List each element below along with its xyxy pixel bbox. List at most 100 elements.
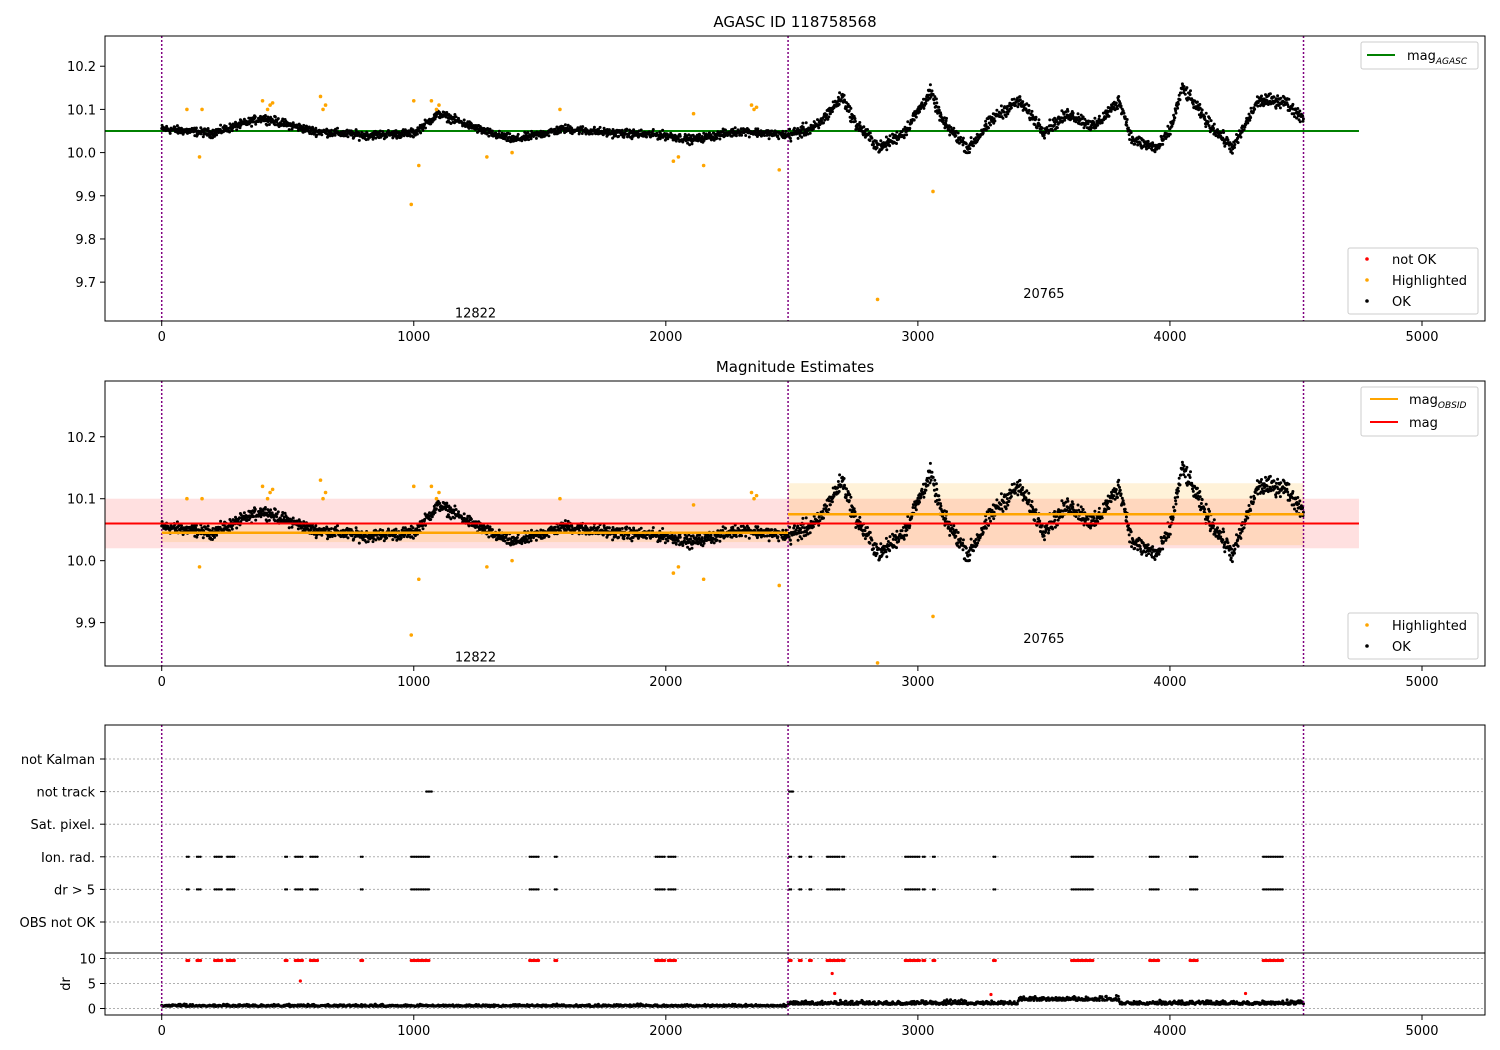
y-tick-label: 9.9: [75, 190, 96, 205]
ok-point: [651, 128, 655, 131]
ok-point: [984, 518, 988, 522]
ok-point: [862, 125, 866, 129]
ok-point: [213, 134, 216, 138]
ok-point: [884, 550, 888, 554]
ok-point: [945, 510, 948, 514]
ok-point: [920, 101, 924, 105]
ok-point: [796, 524, 800, 528]
ok-point: [918, 500, 921, 504]
ok-point: [622, 537, 626, 541]
legend-marker-red: [1365, 257, 1369, 261]
ok-point: [1278, 106, 1282, 110]
ok-point: [617, 134, 621, 138]
ok-point: [296, 527, 300, 531]
ok-point: [265, 123, 269, 127]
ok-point: [658, 539, 662, 543]
ok-point: [411, 128, 415, 132]
ok-point: [872, 142, 875, 146]
ok-point: [287, 128, 291, 132]
ok-point: [1268, 92, 1272, 96]
ok-point: [235, 526, 239, 530]
ok-point: [357, 138, 361, 142]
ok-point: [715, 136, 719, 140]
ok-point: [438, 501, 442, 505]
ok-point: [381, 130, 385, 134]
ok-point: [415, 129, 419, 133]
ok-point: [906, 120, 910, 124]
x-tick-label: 4000: [1153, 330, 1186, 345]
ok-point: [700, 135, 704, 138]
ok-point: [796, 136, 800, 140]
ok-point: [385, 135, 389, 139]
ok-point: [419, 131, 423, 135]
ok-point: [937, 494, 941, 498]
highlighted-point: [185, 107, 189, 112]
ok-point: [767, 539, 771, 543]
ok-point: [333, 534, 337, 538]
ok-point: [267, 123, 271, 126]
ok-point: [830, 500, 834, 504]
ok-point: [626, 536, 629, 540]
ok-point: [1230, 151, 1234, 155]
ok-point: [469, 517, 473, 521]
ok-point: [1222, 131, 1226, 134]
ok-point: [291, 516, 295, 520]
ok-point: [945, 116, 948, 120]
p1-legend-lower: not OK Highlighted OK: [1347, 247, 1479, 315]
legend-label: Highlighted: [1392, 274, 1467, 289]
ok-point: [215, 133, 219, 137]
ok-point: [767, 137, 771, 141]
ok-point: [592, 125, 596, 129]
ok-point: [597, 525, 600, 529]
ok-point: [905, 533, 909, 537]
ok-point: [1188, 93, 1192, 97]
ok-point: [1119, 104, 1123, 108]
ok-point: [993, 119, 997, 123]
ok-point: [923, 491, 927, 495]
ok-point: [645, 536, 648, 540]
ok-point: [902, 537, 906, 541]
ok-point: [625, 525, 629, 529]
ok-point: [315, 133, 319, 137]
ok-point: [429, 518, 433, 521]
ok-point: [870, 136, 874, 140]
ok-point: [1063, 118, 1067, 122]
highlighted-point: [197, 155, 202, 159]
ok-point: [959, 135, 963, 139]
ok-point: [776, 535, 780, 539]
legend-marker-black: [1365, 299, 1369, 303]
ok-point: [770, 528, 774, 532]
ok-point: [788, 136, 792, 140]
ok-point: [1086, 122, 1090, 126]
ok-point: [1226, 138, 1230, 142]
ok-point: [756, 525, 760, 529]
ok-point: [1043, 136, 1046, 140]
ok-point: [199, 132, 203, 136]
ok-point: [275, 515, 279, 519]
ok-point: [1129, 131, 1133, 134]
ok-point: [314, 524, 318, 528]
ok-point: [336, 524, 339, 528]
ok-point: [930, 89, 934, 93]
ok-point: [253, 507, 257, 511]
ok-point: [1071, 111, 1075, 115]
ok-point: [678, 134, 682, 138]
ok-point: [1185, 86, 1189, 90]
ok-point: [1189, 89, 1192, 93]
ok-point: [504, 535, 508, 539]
panel1-title: AGASC ID 118758568: [713, 13, 876, 31]
ok-point: [796, 538, 800, 542]
ok-point: [1037, 118, 1041, 122]
ok-point: [371, 540, 375, 544]
ok-point: [1027, 104, 1031, 107]
ok-point: [1133, 142, 1137, 146]
ok-point: [908, 524, 912, 528]
ok-point: [320, 533, 324, 537]
ok-point: [924, 102, 928, 105]
ok-point: [1168, 132, 1172, 136]
ok-point: [1124, 120, 1128, 124]
ok-point: [411, 526, 415, 530]
ok-point: [219, 123, 223, 127]
ok-point: [843, 483, 846, 487]
